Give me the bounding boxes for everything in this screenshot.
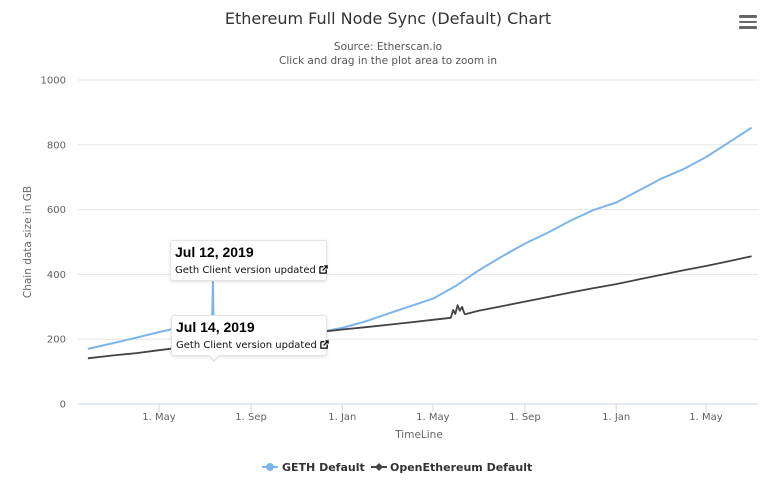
hamburger-menu-icon-bar <box>739 20 757 23</box>
annotation-pointer <box>208 355 220 362</box>
annotation-text-row[interactable]: Geth Client version updated <box>175 264 328 278</box>
y-axis-ticks: 0 200 400 600 800 1000 <box>41 76 66 411</box>
chart-menu-button[interactable] <box>739 15 757 31</box>
hamburger-menu-icon <box>739 15 757 18</box>
x-tick-label: 1. May <box>142 412 175 423</box>
legend-openethereum-label: OpenEthereum Default <box>390 461 532 474</box>
annotation-date: Jul 14, 2019 <box>176 319 255 335</box>
y-tick-label: 400 <box>47 270 66 281</box>
x-tick-label: 1. Sep <box>235 412 267 423</box>
annotation-text: Geth Client version updated <box>176 340 317 351</box>
annotation-text-row[interactable]: Geth Client version updated <box>176 339 329 353</box>
y-tick-label: 200 <box>47 335 66 346</box>
y-tick-label: 0 <box>60 400 66 411</box>
x-axis-title: TimeLine <box>394 429 443 441</box>
x-tick-label: 1. Sep <box>509 412 541 423</box>
x-tick-label: 1. Jan <box>602 412 630 423</box>
external-link-icon[interactable] <box>319 265 328 274</box>
x-tick-label: 1. May <box>689 412 722 423</box>
x-axis: 1. May 1. Sep 1. Jan 1. May 1. Sep 1. Jan 1. M… <box>142 404 723 423</box>
x-tick-label: 1. May <box>416 412 449 423</box>
hamburger-menu-icon-bar <box>739 26 757 29</box>
y-axis-title: Chain data size in GB <box>22 186 34 298</box>
legend-geth-label: GETH Default <box>282 461 365 474</box>
y-tick-label: 600 <box>47 205 66 216</box>
annotation-text: Geth Client version updated <box>175 265 316 276</box>
legend-geth-marker <box>266 463 274 471</box>
legend-item-openethereum[interactable]: OpenEthereum Default <box>371 461 532 474</box>
y-tick-label: 800 <box>47 140 66 151</box>
external-link-icon[interactable] <box>320 340 329 349</box>
annotation-tooltip-1[interactable]: Jul 12, 2019 Geth Client version updated <box>170 240 328 281</box>
chart-subtitle-source: Source: Etherscan.io <box>334 41 442 53</box>
y-tick-label: 1000 <box>41 76 66 87</box>
annotation-date: Jul 12, 2019 <box>175 244 254 260</box>
chart-subtitle-hint: Click and drag in the plot area to zoom … <box>279 55 497 67</box>
legend-openethereum-marker <box>375 463 383 471</box>
legend: GETH Default OpenEthereum Default <box>262 461 532 474</box>
x-tick-label: 1. Jan <box>328 412 356 423</box>
annotation-tooltip-2[interactable]: Jul 14, 2019 Geth Client version updated <box>171 315 329 356</box>
legend-item-geth[interactable]: GETH Default <box>262 461 365 474</box>
chart-title: Ethereum Full Node Sync (Default) Chart <box>225 9 551 28</box>
